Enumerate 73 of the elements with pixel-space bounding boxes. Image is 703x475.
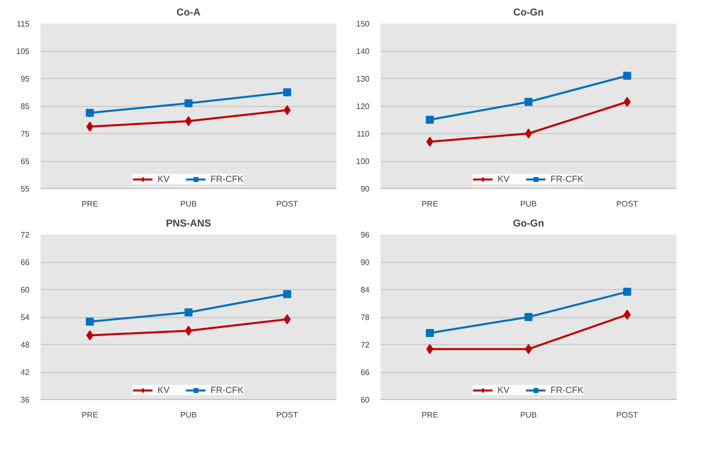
y-tick-label: 90 bbox=[360, 184, 370, 194]
x-tick-label: PRE bbox=[82, 410, 98, 420]
y-tick-label: 95 bbox=[20, 74, 30, 84]
point bbox=[525, 128, 532, 138]
legend-label: KV bbox=[158, 385, 171, 395]
x-tick-label: POST bbox=[276, 410, 298, 420]
y-tick-label: 96 bbox=[360, 230, 370, 240]
x-tick-label: PRE bbox=[82, 200, 98, 208]
y-tick-label: 66 bbox=[360, 368, 370, 377]
x-tick-label: PUB bbox=[180, 410, 197, 420]
x-tick-label: POST bbox=[616, 200, 638, 208]
point bbox=[184, 308, 192, 316]
point bbox=[623, 288, 632, 296]
y-tick-label: 55 bbox=[20, 184, 30, 194]
y-tick-label: 115 bbox=[16, 20, 30, 28]
legend-label: KV bbox=[158, 174, 171, 184]
y-tick-label: 110 bbox=[356, 130, 370, 138]
x-tick-label: POST bbox=[276, 200, 298, 208]
y-tick-label: 72 bbox=[20, 230, 30, 240]
point bbox=[426, 136, 434, 147]
y-tick-label: 100 bbox=[356, 157, 370, 166]
legend-label: FR-CFK bbox=[210, 174, 244, 184]
x-tick-label: PUB bbox=[520, 200, 537, 208]
y-tick-label: 42 bbox=[20, 368, 30, 377]
point bbox=[426, 329, 434, 338]
y-tick-label: 48 bbox=[20, 340, 30, 350]
point bbox=[86, 122, 94, 132]
y-tick-label: 130 bbox=[356, 74, 370, 84]
legend-label: KV bbox=[498, 385, 511, 395]
point bbox=[86, 318, 94, 326]
x-tick-label: PUB bbox=[180, 200, 197, 208]
point bbox=[524, 313, 532, 321]
y-tick-label: 120 bbox=[356, 102, 370, 111]
legend-label: FR-CFK bbox=[550, 174, 584, 184]
x-tick-label: PUB bbox=[520, 410, 537, 420]
point bbox=[624, 310, 631, 320]
y-tick-label: 105 bbox=[16, 47, 30, 56]
y-tick-label: 75 bbox=[20, 130, 30, 138]
point bbox=[184, 99, 192, 108]
point bbox=[283, 88, 292, 96]
legend-label: FR-CFK bbox=[550, 385, 584, 395]
y-tick-label: 90 bbox=[360, 258, 370, 267]
y-tick-label: 78 bbox=[360, 313, 370, 322]
point bbox=[86, 330, 94, 340]
x-tick-label: PRE bbox=[422, 200, 438, 208]
y-tick-label: 72 bbox=[360, 340, 370, 350]
y-tick-label: 65 bbox=[20, 157, 30, 166]
legend-label: FR-CFK bbox=[210, 385, 244, 395]
chart-title: Co-A bbox=[176, 8, 200, 18]
point bbox=[284, 314, 291, 324]
chart-title: Co-Gn bbox=[513, 8, 544, 18]
point bbox=[283, 290, 292, 298]
y-tick-label: 84 bbox=[360, 286, 370, 294]
x-tick-label: PRE bbox=[422, 410, 438, 420]
x-tick-label: POST bbox=[616, 410, 638, 420]
point bbox=[524, 98, 532, 106]
y-tick-label: 150 bbox=[356, 20, 370, 28]
y-tick-label: 85 bbox=[20, 102, 30, 111]
point bbox=[623, 72, 632, 80]
point bbox=[86, 108, 94, 117]
point bbox=[426, 116, 434, 124]
point bbox=[426, 344, 434, 354]
chart-title: Go-Gn bbox=[512, 218, 544, 230]
y-tick-label: 140 bbox=[356, 47, 370, 56]
y-tick-label: 60 bbox=[360, 396, 370, 404]
y-tick-label: 60 bbox=[20, 286, 30, 294]
legend-label: KV bbox=[498, 174, 511, 184]
chart-title: PNS-ANS bbox=[166, 218, 212, 230]
y-tick-label: 54 bbox=[20, 313, 30, 322]
point bbox=[284, 105, 291, 116]
y-tick-label: 36 bbox=[20, 396, 30, 404]
point bbox=[624, 96, 631, 107]
y-tick-label: 66 bbox=[20, 258, 30, 267]
